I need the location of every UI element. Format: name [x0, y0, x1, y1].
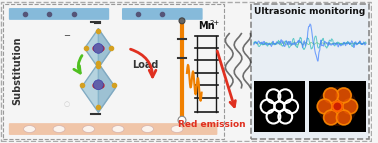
FancyBboxPatch shape	[122, 8, 203, 20]
Text: Mn: Mn	[198, 21, 215, 31]
Text: Red emission: Red emission	[178, 120, 245, 129]
FancyBboxPatch shape	[9, 8, 109, 20]
Circle shape	[318, 87, 357, 126]
Text: 2+: 2+	[209, 20, 220, 26]
Circle shape	[93, 80, 103, 90]
Ellipse shape	[142, 126, 153, 132]
Circle shape	[336, 88, 351, 103]
Ellipse shape	[171, 126, 183, 132]
Text: ○: ○	[64, 101, 70, 107]
FancyBboxPatch shape	[251, 4, 369, 139]
Circle shape	[333, 102, 342, 111]
Circle shape	[317, 99, 332, 114]
Ellipse shape	[83, 126, 94, 132]
Bar	[254, 81, 305, 132]
Ellipse shape	[112, 126, 124, 132]
Text: −: −	[64, 31, 70, 40]
FancyArrowPatch shape	[74, 55, 82, 73]
Circle shape	[93, 43, 103, 53]
FancyArrowPatch shape	[217, 51, 235, 107]
Polygon shape	[81, 63, 98, 112]
Bar	[309, 81, 366, 132]
Circle shape	[324, 88, 338, 103]
Polygon shape	[98, 63, 116, 112]
Circle shape	[179, 18, 185, 24]
Polygon shape	[85, 29, 98, 68]
Ellipse shape	[23, 126, 36, 132]
Text: Load: Load	[132, 60, 159, 70]
Circle shape	[324, 110, 338, 125]
Text: Substitution: Substitution	[13, 37, 23, 105]
Ellipse shape	[53, 126, 65, 132]
Circle shape	[343, 99, 358, 114]
FancyArrowPatch shape	[130, 49, 156, 77]
Text: Ultrasonic monitoring: Ultrasonic monitoring	[254, 7, 366, 16]
Polygon shape	[98, 29, 112, 68]
FancyBboxPatch shape	[9, 123, 217, 135]
Circle shape	[178, 116, 186, 124]
Circle shape	[336, 110, 351, 125]
